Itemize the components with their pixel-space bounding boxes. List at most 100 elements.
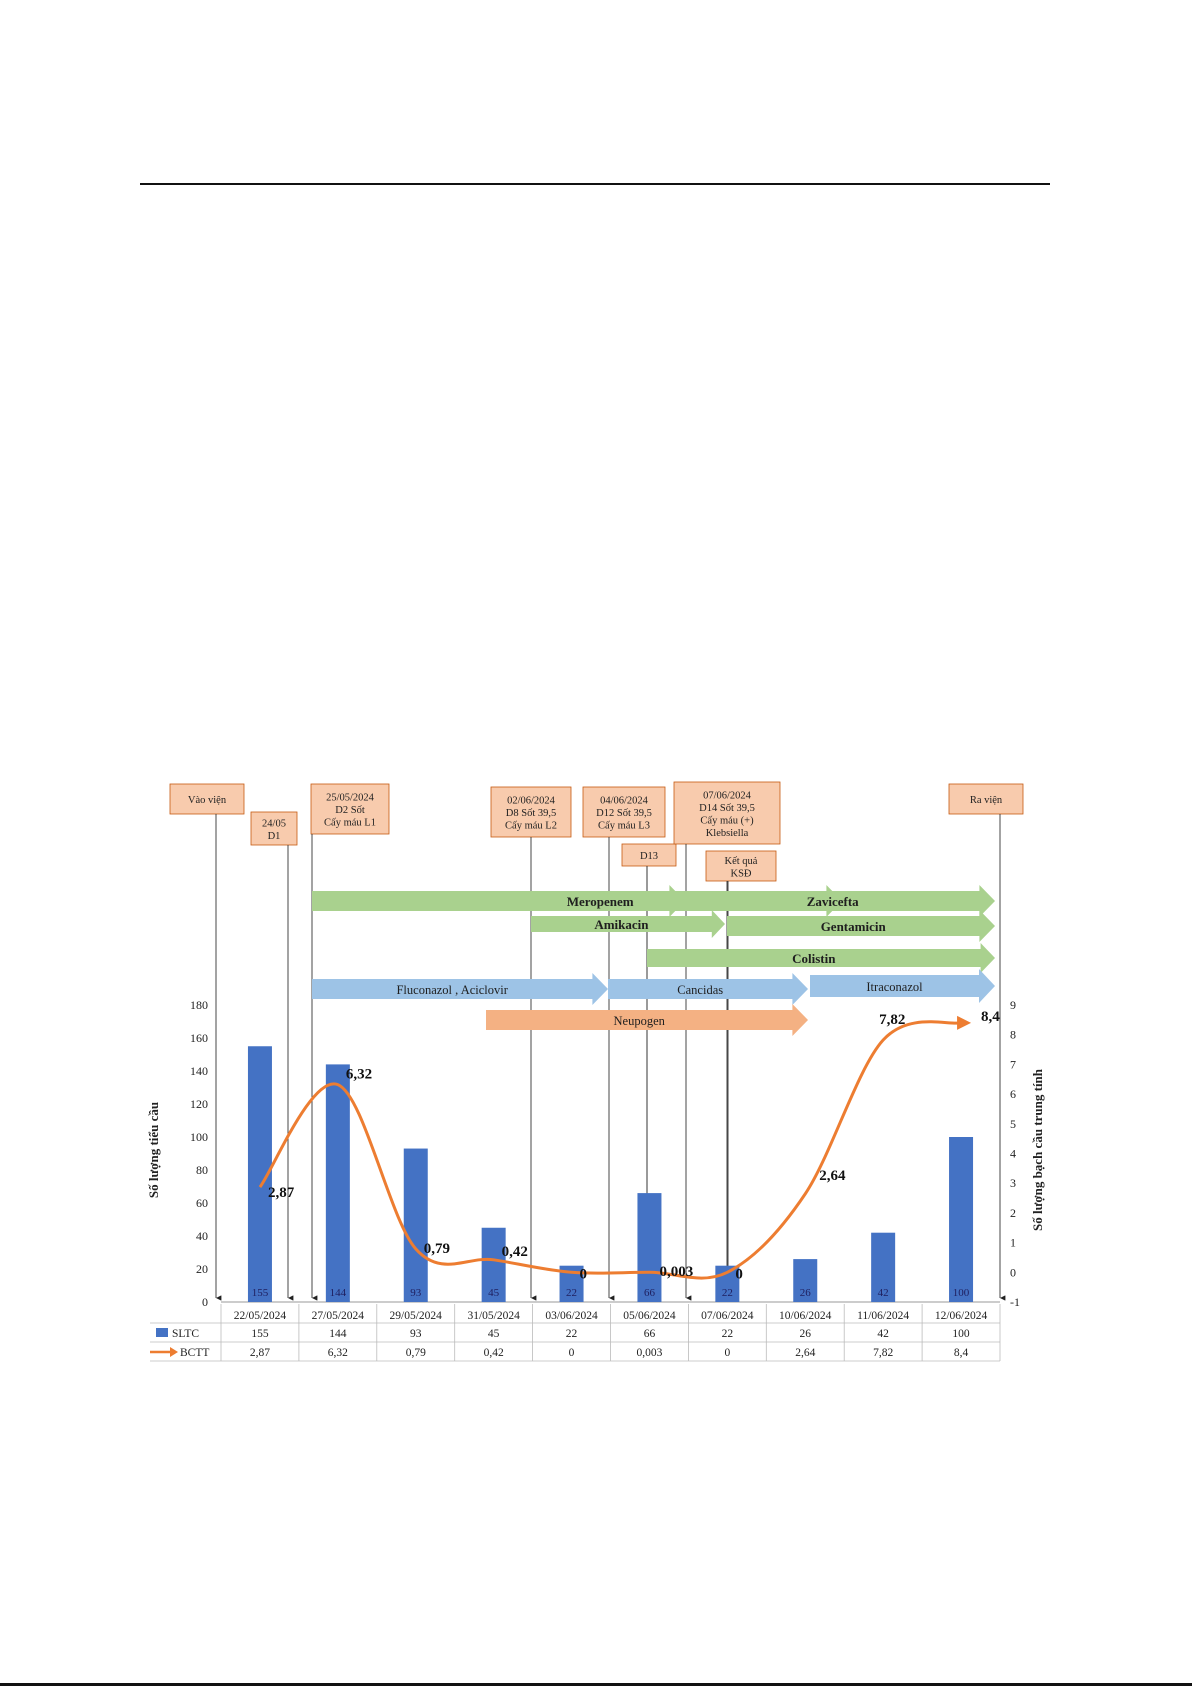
drug-arrow	[312, 973, 608, 1005]
event-d1: 24/05 D1	[250, 811, 298, 1301]
event-box	[948, 783, 1024, 815]
y2-axis-title: Số lượng bạch cầu trung tính	[1030, 1068, 1045, 1231]
x-tick-label: 05/06/2024	[623, 1310, 676, 1322]
bar-data-label: 22	[722, 1287, 733, 1299]
event-text: D1	[268, 831, 281, 842]
bar-data-label: 100	[953, 1287, 970, 1299]
event-box	[705, 850, 777, 882]
drug-label: Meropenem	[567, 894, 634, 909]
y-tick-label: 180	[190, 998, 208, 1012]
bar-data-label: 45	[488, 1287, 500, 1299]
drug-label: Fluconazol , Aciclovir	[396, 983, 508, 997]
event-text: Klebsiella	[706, 828, 749, 839]
legend-key-bctt-head	[170, 1347, 178, 1357]
drug-label: Neupogen	[614, 1014, 666, 1028]
event-box	[582, 786, 666, 838]
bar-sltc	[871, 1232, 896, 1302]
event-text: Cấy máu (+)	[700, 815, 754, 826]
y-tick-label: 80	[196, 1163, 208, 1177]
drug-arrow	[727, 910, 995, 942]
x-tick-label: 12/06/2024	[935, 1310, 988, 1322]
y2-tick-label: 6	[1010, 1087, 1016, 1101]
y-tick-label: 120	[190, 1097, 208, 1111]
event-text: 07/06/2024	[703, 790, 752, 801]
y-tick-label: 160	[190, 1031, 208, 1045]
line-arrowhead	[957, 1015, 972, 1030]
drug-label: Gentamicin	[821, 919, 887, 934]
event-text: 24/05	[262, 818, 286, 829]
bar-sltc	[949, 1137, 974, 1302]
bar-data-label: 22	[566, 1287, 577, 1299]
event-text: KSĐ	[730, 868, 751, 879]
drug-zavicefta: Zavicefta	[686, 885, 995, 917]
line-data-label: 2,64	[819, 1168, 846, 1184]
table-cell-bctt: 0	[724, 1347, 730, 1359]
drug-itraconazol: Itraconazol	[810, 969, 995, 1003]
drug-fluconazol-aciclovir: Fluconazol , Aciclovir	[312, 973, 608, 1005]
y2-tick-label: -1	[1010, 1295, 1020, 1309]
bottom-rule	[0, 1683, 1192, 1686]
y2-tick-label: 2	[1010, 1206, 1016, 1220]
event-vao-vien: Vào viện	[169, 783, 245, 1301]
y-tick-label: 0	[202, 1295, 208, 1309]
bar-sltc	[793, 1259, 818, 1302]
line-data-label: 0,003	[659, 1264, 693, 1280]
line-data-label: 8,4	[981, 1009, 1000, 1025]
line-data-label: 0	[580, 1266, 588, 1282]
line-data-label: 7,82	[879, 1012, 905, 1028]
event-box	[621, 843, 677, 867]
table-cell-sltc: 155	[251, 1328, 269, 1340]
drug-gentamicin: Gentamicin	[727, 910, 995, 942]
bar-data-label: 93	[410, 1287, 422, 1299]
drug-label: Colistin	[792, 951, 836, 966]
event-ra-vien: Ra viện	[948, 783, 1024, 1301]
y2-tick-label: 5	[1010, 1117, 1016, 1131]
drug-label: Zavicefta	[807, 894, 859, 909]
table-cell-bctt: 0	[569, 1347, 575, 1359]
drug-meropenem: Meropenem	[531, 885, 685, 917]
drug-arrow	[531, 885, 685, 917]
y2-tick-label: 7	[1010, 1057, 1016, 1071]
event-text: Kết quả	[725, 856, 758, 867]
event-box	[169, 783, 245, 815]
table-cell-sltc: 42	[877, 1328, 889, 1340]
header-rule	[140, 183, 1050, 185]
drug-arrow	[810, 969, 995, 1003]
table-cell-sltc: 26	[800, 1328, 812, 1340]
y-tick-label: 60	[196, 1196, 208, 1210]
legend-label-bctt: BCTT	[180, 1347, 209, 1359]
y2-tick-label: 1	[1010, 1236, 1016, 1250]
event-text: 25/05/2024	[326, 793, 375, 804]
bar-data-label: 26	[800, 1287, 812, 1299]
y-tick-label: 140	[190, 1064, 208, 1078]
y2-tick-label: 8	[1010, 1028, 1016, 1042]
x-tick-label: 27/05/2024	[312, 1310, 365, 1322]
drug-cancidas: Cancidas	[608, 973, 808, 1005]
event-box	[250, 811, 298, 846]
event-text: D14 Sốt 39,5	[699, 803, 755, 814]
bar-data-label: 66	[644, 1287, 656, 1299]
table-cell-sltc: 45	[488, 1328, 500, 1340]
x-tick-label: 11/06/2024	[857, 1310, 909, 1322]
event-box	[673, 781, 781, 845]
y-tick-label: 20	[196, 1262, 208, 1276]
table-cell-bctt: 6,32	[328, 1347, 348, 1359]
event-text: Cấy máu L3	[598, 821, 650, 832]
line-data-label: 0	[735, 1266, 743, 1282]
line-data-label: 2,87	[268, 1185, 295, 1201]
drug-label: Itraconazol	[866, 980, 923, 994]
y-tick-label: 100	[190, 1130, 208, 1144]
line-data-label: 0,42	[502, 1244, 528, 1260]
table-cell-sltc: 22	[722, 1328, 734, 1340]
legend-key-sltc	[156, 1328, 168, 1337]
event-box	[310, 783, 390, 835]
table-cell-bctt: 7,82	[873, 1347, 893, 1359]
event-text: 04/06/2024	[600, 796, 649, 807]
drug-arrow	[608, 973, 808, 1005]
table-cell-sltc: 144	[329, 1328, 347, 1340]
event-text: 02/06/2024	[507, 796, 556, 807]
